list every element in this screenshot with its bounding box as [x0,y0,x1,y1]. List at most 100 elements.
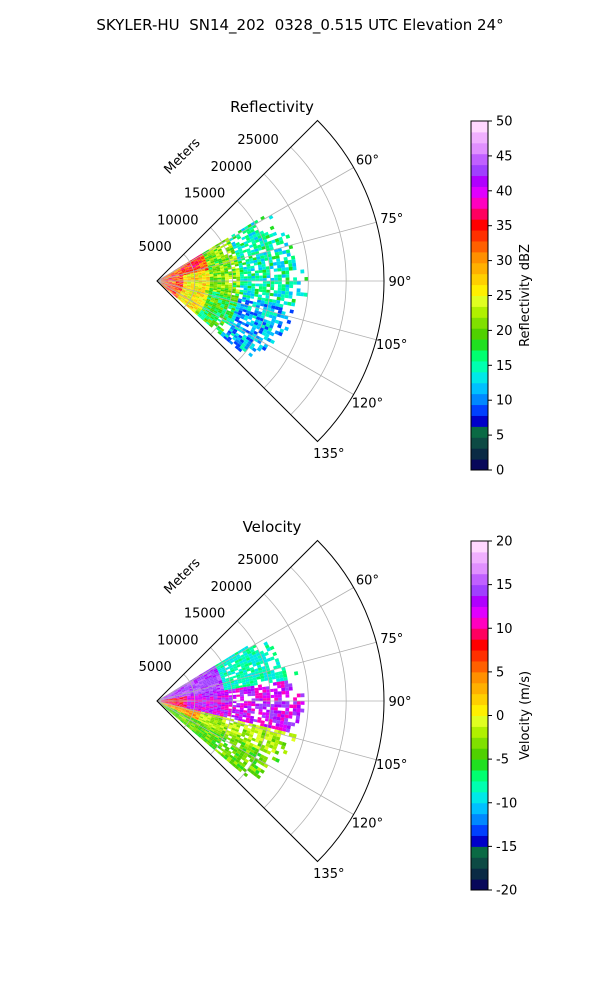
echo-cell [203,731,208,736]
echo-cell [214,719,219,723]
echo-cell [292,708,297,712]
echo-cell [226,681,231,685]
echo-cell [281,274,286,278]
echo-cell [225,677,230,681]
echo-cell [209,285,214,287]
echo-cell [234,345,240,350]
echo-cell [163,703,168,706]
echo-cell [169,709,173,713]
echo-cell [250,290,255,294]
echo-cell [265,323,271,328]
echo-cell [232,274,237,278]
echo-cell [180,300,184,304]
echo-cell [177,289,182,292]
echo-cell [179,275,184,277]
echo-cell [185,718,190,722]
echo-cell [257,311,263,315]
echo-cell [239,691,244,695]
echo-cell [228,275,233,278]
echo-cell [198,305,203,309]
echo-cell [190,694,195,696]
echo-cell [194,281,199,284]
echo-cell [260,314,265,319]
echo-cell [266,283,271,287]
echo-cell [276,678,281,683]
echo-cell [175,714,179,718]
echo-cell [228,691,233,694]
echo-cell [160,699,165,701]
echo-cell [217,702,222,705]
echo-cell [201,258,206,261]
echo-cell [185,304,190,309]
echo-cell [251,273,256,277]
echo-cell [163,705,167,708]
echo-cell [175,699,180,701]
echo-cell [174,714,179,718]
echo-cell [233,760,239,766]
colorbar-level [471,251,488,264]
echo-cell [252,243,257,247]
echo-cell [206,250,211,254]
echo-cell [204,310,209,314]
echo-cell [299,292,305,297]
echo-cell [249,655,254,660]
echo-cell [206,682,211,685]
echo-cell [218,308,223,312]
echo-cell [180,686,184,689]
echo-cell [251,651,257,656]
echo-cell [163,276,168,278]
echo-cell [216,710,221,713]
echo-cell [179,279,184,281]
colorbar-level [471,240,488,253]
echo-cell [231,688,236,692]
echo-cell [197,307,202,312]
echo-cell [255,661,261,666]
echo-cell [239,291,244,295]
echo-cell [187,698,192,700]
echo-cell [227,750,232,755]
echo-cell [258,336,264,342]
echo-cell [220,244,225,249]
echo-cell [274,281,279,285]
echo-cell [194,702,199,705]
echo-cell [281,690,286,695]
echo-cell [219,266,224,270]
echo-cell [198,278,203,280]
echo-cell [200,685,205,689]
echo-cell [163,695,168,698]
echo-cell [183,284,188,286]
echo-cell [232,322,237,327]
echo-cell [218,679,223,683]
echo-cell [187,696,191,698]
echo-cell [258,267,263,271]
echo-cell [187,715,192,719]
echo-cell [250,268,255,272]
echo-cell [171,706,175,708]
echo-cell [160,700,165,701]
azimuth-spoke [156,221,377,282]
echo-cell [217,722,222,726]
echo-cell [275,303,280,307]
colorbar-level [471,295,488,307]
echo-cell [253,656,259,661]
theta-tick-label: 90° [388,275,411,290]
echo-cell [266,692,271,696]
echo-cell [211,295,216,299]
echo-cell [281,710,286,715]
echo-cell [270,741,275,746]
echo-cell [189,290,194,293]
echo-cell [223,295,228,298]
echo-cell [224,273,229,276]
azimuth-spoke [156,587,354,702]
echo-cell [179,704,184,706]
echo-cell [190,273,195,275]
echo-cell [197,690,202,693]
echo-cell [169,288,174,292]
echo-cell [196,685,201,689]
echo-cell [251,275,256,279]
echo-cell [278,277,282,281]
echo-cell [239,662,245,667]
echo-cell [202,283,207,285]
echo-cell [223,686,228,689]
echo-cell [179,276,184,279]
